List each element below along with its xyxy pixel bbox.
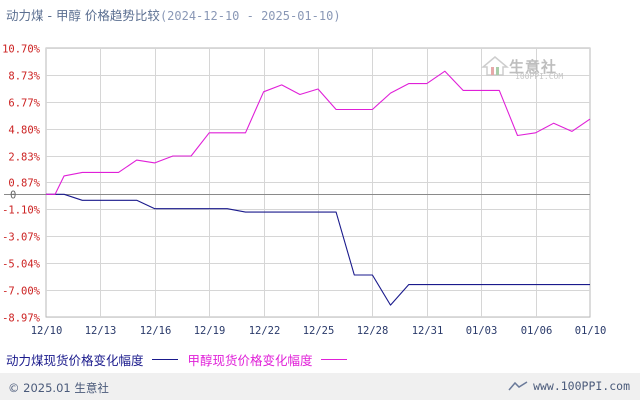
x-tick-label: 12/13 <box>85 325 117 337</box>
site-logo-icon <box>508 381 528 391</box>
y-tick-label: -5.04% <box>2 259 41 271</box>
y-tick-label: 2.83% <box>8 152 40 164</box>
footer-copyright: © 2025.01 生意社 <box>8 381 109 395</box>
y-tick-label: 4.80% <box>8 125 40 137</box>
x-tick-label: 12/31 <box>412 325 444 337</box>
y-tick-label: -3.07% <box>2 232 41 244</box>
footer: © 2025.01 生意社 www.100PPI.com <box>0 373 640 400</box>
legend-item-methanol: 甲醇现货价格变化幅度 <box>188 350 347 369</box>
y-tick-labels: 10.70% 8.73% 6.77% 4.80% 2.83% 0.87%0 -1.10% -3… <box>2 44 41 325</box>
legend-label-coal: 动力煤现货价格变化幅度 <box>6 353 144 368</box>
y-tick-label: -1.10% <box>2 205 41 217</box>
legend: 动力煤现货价格变化幅度 甲醇现货价格变化幅度 <box>6 350 357 369</box>
y-tick-label: -8.97% <box>2 313 41 325</box>
legend-label-methanol: 甲醇现货价格变化幅度 <box>187 353 313 368</box>
y-tick-label: 6.77% <box>8 98 40 110</box>
x-tick-label: 12/19 <box>194 325 226 337</box>
x-tick-label: 01/03 <box>466 325 498 337</box>
y-tick-label: 0 <box>10 190 16 202</box>
x-tick-label: 12/16 <box>140 325 172 337</box>
x-tick-label: 12/25 <box>303 325 335 337</box>
series-lines <box>46 70 591 306</box>
legend-swatch-methanol <box>320 359 347 360</box>
y-tick-label: 8.73% <box>8 71 40 83</box>
chart-title: 动力煤 - 甲醇 价格趋势比较(2024-12-10 - 2025-01-10) <box>6 5 341 24</box>
x-tick-labels: 12/10 12/13 12/16 12/19 12/22 12/25 12/28 12/31… <box>31 325 607 337</box>
footer-site-text: www.100PPI.com <box>533 379 630 393</box>
legend-swatch-coal <box>151 359 178 360</box>
chart-date-range: (2024-12-10 - 2025-01-10) <box>159 9 341 23</box>
x-tick-label: 12/28 <box>357 325 389 337</box>
x-tick-label: 12/22 <box>249 325 281 337</box>
legend-item-coal: 动力煤现货价格变化幅度 <box>6 350 178 369</box>
x-tick-label: 12/10 <box>31 325 63 337</box>
y-tick-label: 0.87% <box>8 178 40 190</box>
series-line-1 <box>46 70 591 195</box>
chart-title-text: 动力煤 - 甲醇 价格趋势比较 <box>6 8 160 23</box>
watermark-url: 100PPI.COM <box>515 72 564 81</box>
series-line-0 <box>46 193 590 306</box>
footer-site-link[interactable]: www.100PPI.com <box>507 379 630 393</box>
chart-plot: 10.70% 8.73% 6.77% 4.80% 2.83% 0.87%0 -1.10% -3… <box>2 44 607 338</box>
x-tick-label: 01/06 <box>521 325 553 337</box>
watermark-brand: 生意社 <box>509 57 558 76</box>
y-tick-label: -7.00% <box>2 286 41 298</box>
grid <box>45 47 591 318</box>
house-logo-icon <box>481 56 509 76</box>
y-tick-label: 10.70% <box>2 44 41 56</box>
watermark: 生意社 100PPI.COM <box>481 55 563 81</box>
x-tick-label: 01/10 <box>575 325 607 337</box>
